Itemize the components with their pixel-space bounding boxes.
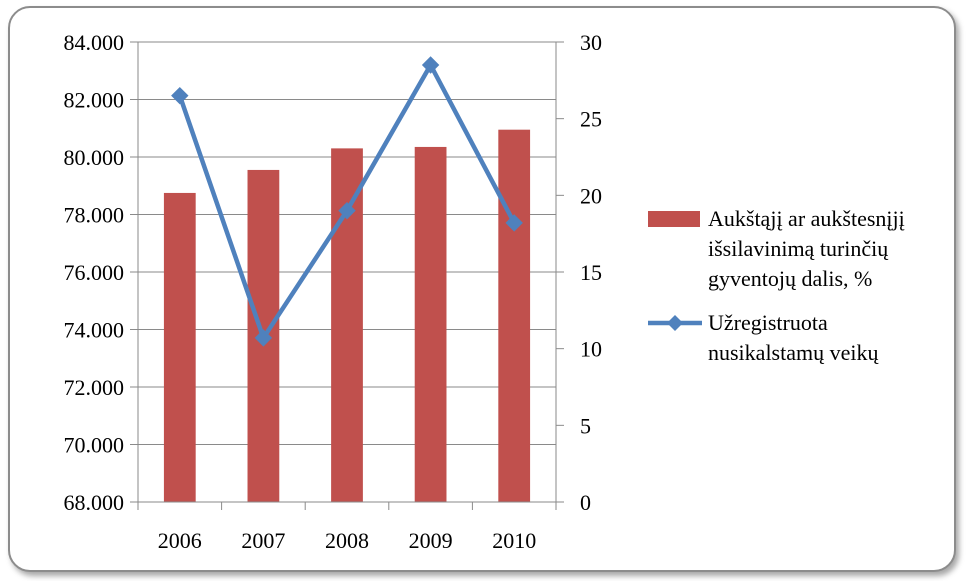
tick-labels: 68.000 70.000 72.000 74.000 76.000 78.000 80.0… [64,30,603,553]
right-axis-tick-label: 30 [580,30,602,55]
left-axis-tick-label: 76.000 [64,260,125,285]
right-axis-tick-label: 5 [580,413,591,438]
legend-label-line: nusikalstamų veikų [708,340,879,365]
bar-series [163,129,531,502]
legend-label-bar: išsilavinimą turinčių [708,236,889,261]
legend-label-line: Užregistruota [708,310,828,335]
left-axis-tick-label: 82.000 [64,88,125,113]
right-axis-tick-label: 25 [580,107,602,132]
data-point-marker [505,214,523,232]
left-axis-tick-label: 84.000 [64,30,125,55]
x-axis-tick-label: 2008 [325,528,369,553]
data-point-marker [254,329,273,347]
right-axis-tick-label: 15 [580,260,602,285]
line-series [171,56,523,347]
x-axis-tick-label: 2010 [492,528,536,553]
left-axis-tick-label: 74.000 [64,318,125,343]
data-point-marker [171,86,189,105]
data-point-marker [421,56,440,74]
right-axis-tick-label: 20 [580,183,602,208]
bar [163,192,196,502]
left-axis-tick-label: 70.000 [64,433,125,458]
data-point-marker [338,201,356,220]
left-axis-tick-label: 72.000 [64,375,125,400]
left-axis-tick-label: 78.000 [64,203,125,228]
axes [130,41,564,510]
x-axis-tick-label: 2006 [158,528,202,553]
right-axis-tick-label: 10 [580,337,602,362]
bar [331,148,363,502]
legend-label-bar: gyventojų dalis, % [708,266,872,291]
bar [498,129,531,502]
bar [414,146,447,502]
x-axis-tick-label: 2009 [409,528,453,553]
legend-marker-diamond [667,315,683,331]
left-axis-tick-label: 80.000 [64,145,125,170]
x-axis-tick-label: 2007 [241,528,285,553]
legend: Aukštąjį ar aukštesnįjį išsilavinimą turi… [648,206,905,365]
legend-label-bar: Aukštąjį ar aukštesnįjį [708,206,905,231]
right-axis-tick-label: 0 [580,490,591,515]
left-axis-tick-label: 68.000 [64,490,125,515]
legend-swatch-bar [648,211,700,227]
